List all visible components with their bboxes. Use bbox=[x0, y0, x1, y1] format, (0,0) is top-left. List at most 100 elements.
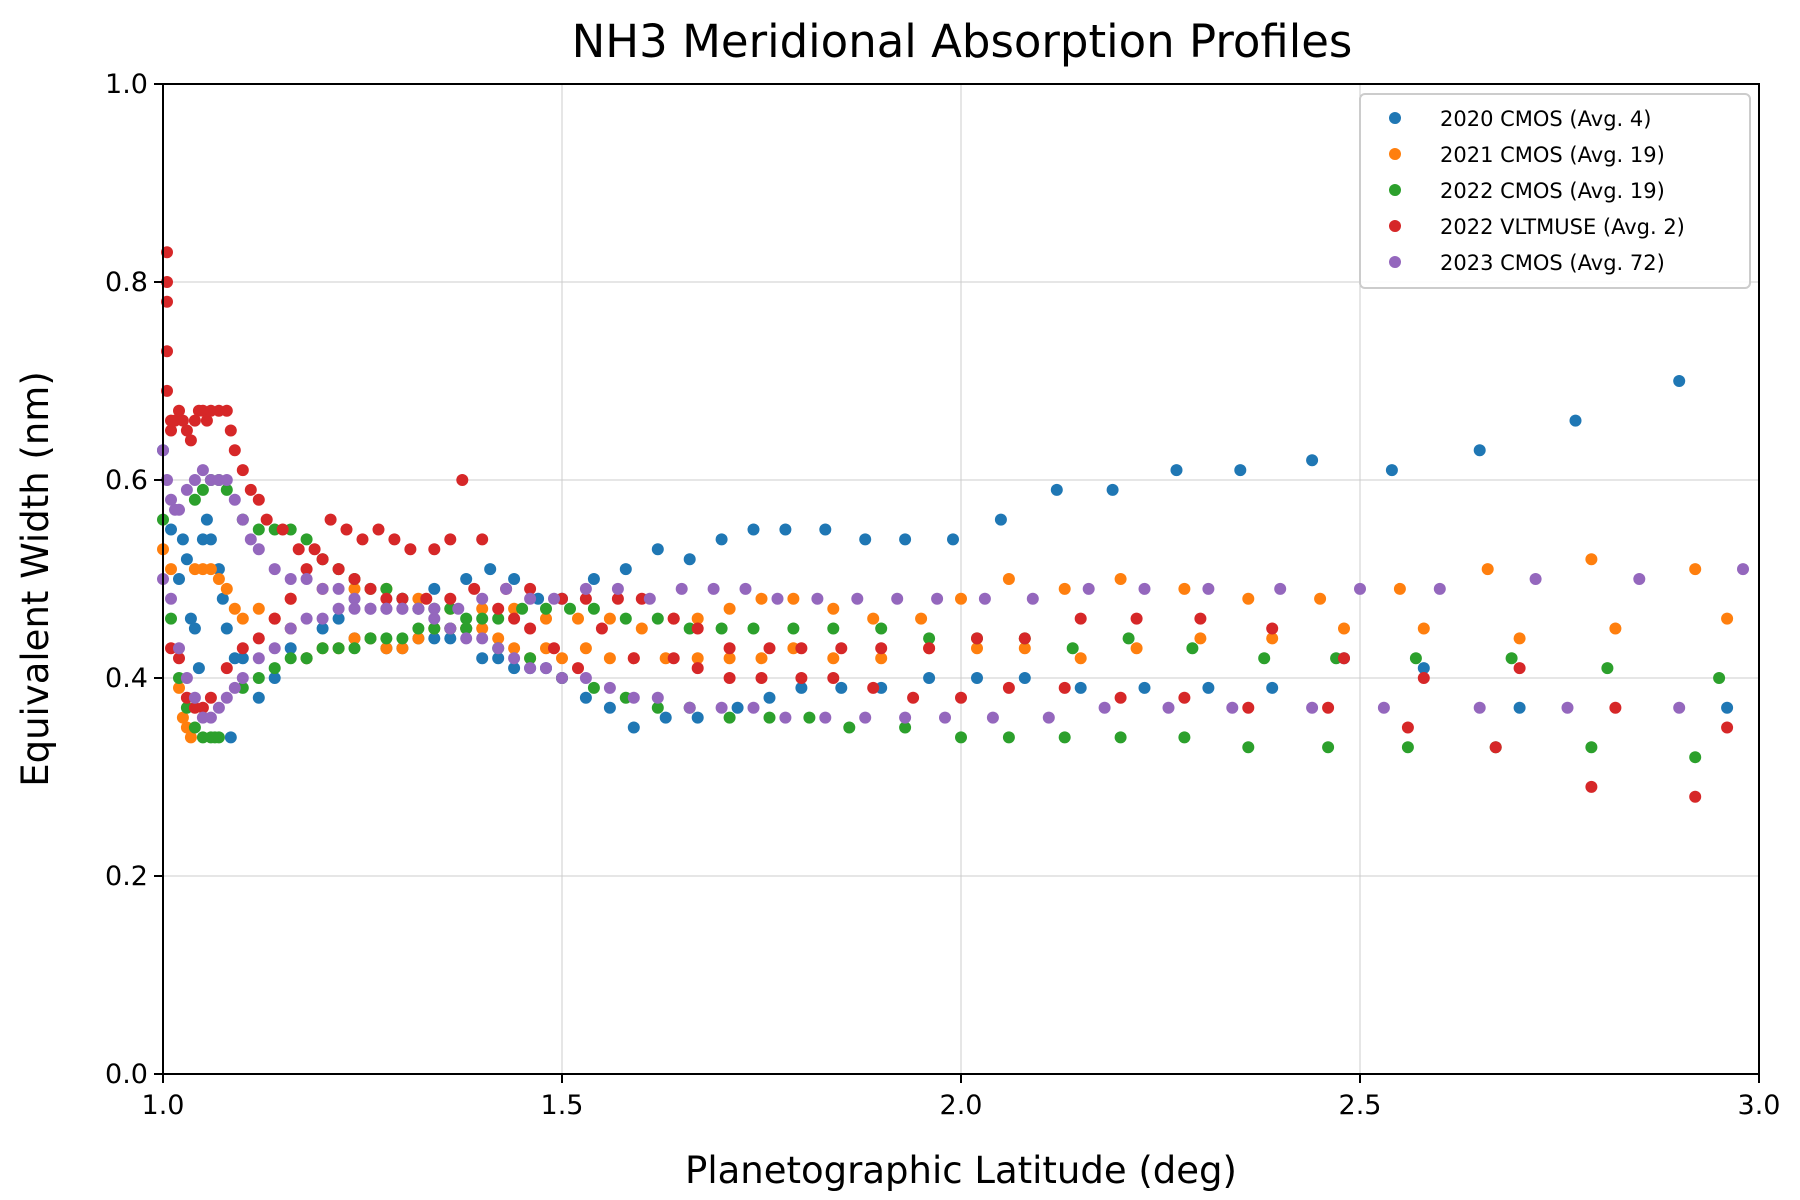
data-point bbox=[1114, 731, 1127, 744]
data-point bbox=[779, 523, 792, 536]
data-point bbox=[667, 612, 680, 625]
data-point bbox=[444, 533, 457, 546]
data-point bbox=[228, 602, 241, 615]
data-point bbox=[1018, 632, 1031, 645]
data-point bbox=[1106, 483, 1119, 496]
data-point bbox=[603, 612, 616, 625]
data-point bbox=[524, 622, 537, 635]
data-point bbox=[340, 523, 353, 536]
data-point bbox=[1178, 691, 1191, 704]
data-point bbox=[891, 592, 904, 605]
data-point bbox=[1417, 662, 1430, 675]
data-point bbox=[500, 582, 513, 595]
data-point bbox=[827, 602, 840, 615]
data-point bbox=[196, 701, 209, 714]
data-point bbox=[476, 622, 489, 635]
data-point bbox=[252, 691, 265, 704]
y-axis-ticks: 0.0 0.2 0.4 0.6 0.8 1.0 bbox=[105, 69, 163, 1090]
y-tick-label: 0.6 bbox=[105, 465, 148, 496]
data-point bbox=[173, 642, 185, 655]
data-point bbox=[540, 612, 552, 625]
data-point bbox=[476, 533, 489, 546]
data-point bbox=[1202, 681, 1215, 694]
data-point bbox=[955, 691, 967, 704]
data-point bbox=[165, 493, 177, 506]
data-point bbox=[651, 612, 664, 625]
data-point bbox=[364, 582, 377, 595]
data-point bbox=[795, 642, 808, 655]
data-point bbox=[196, 464, 209, 477]
data-point bbox=[348, 602, 361, 615]
data-point bbox=[683, 553, 696, 566]
data-point bbox=[332, 612, 345, 625]
legend-marker bbox=[1389, 112, 1401, 124]
legend-entry: 2021 CMOS (Avg. 19) bbox=[1440, 143, 1665, 167]
data-point bbox=[165, 424, 177, 437]
data-point bbox=[1194, 632, 1207, 645]
data-point bbox=[220, 404, 233, 417]
data-point bbox=[1505, 652, 1518, 665]
data-point bbox=[260, 513, 273, 526]
data-point bbox=[1242, 741, 1255, 754]
data-point bbox=[899, 721, 912, 734]
data-point bbox=[691, 711, 704, 724]
data-point bbox=[1689, 563, 1702, 576]
data-point bbox=[627, 691, 640, 704]
data-point bbox=[1721, 701, 1734, 714]
data-point bbox=[388, 533, 401, 546]
data-point bbox=[747, 701, 760, 714]
data-point bbox=[308, 543, 321, 556]
data-point bbox=[723, 672, 736, 684]
data-point bbox=[268, 642, 281, 655]
data-point bbox=[619, 563, 632, 576]
data-point bbox=[236, 513, 249, 526]
data-point bbox=[165, 563, 177, 576]
data-point bbox=[236, 464, 249, 477]
data-point bbox=[204, 563, 217, 576]
data-point bbox=[220, 582, 233, 595]
y-tick-label: 0.2 bbox=[105, 861, 148, 892]
data-point bbox=[1122, 632, 1135, 645]
data-point bbox=[1354, 582, 1366, 595]
data-point bbox=[579, 691, 592, 704]
data-point bbox=[1066, 642, 1079, 655]
data-point bbox=[1409, 652, 1422, 665]
data-point bbox=[1058, 731, 1071, 744]
data-point bbox=[1130, 612, 1143, 625]
data-point bbox=[460, 622, 473, 635]
data-point bbox=[252, 602, 265, 615]
data-point bbox=[939, 711, 951, 724]
data-point bbox=[284, 642, 297, 655]
data-point bbox=[476, 592, 489, 605]
data-point bbox=[220, 474, 233, 486]
data-point bbox=[184, 731, 197, 744]
data-point bbox=[216, 592, 229, 605]
data-point bbox=[755, 592, 768, 605]
data-point bbox=[165, 592, 177, 605]
data-point bbox=[1194, 612, 1207, 625]
data-point bbox=[1377, 701, 1390, 714]
data-point bbox=[300, 652, 313, 665]
data-point bbox=[188, 721, 201, 734]
data-point bbox=[188, 691, 201, 704]
data-point bbox=[476, 602, 489, 615]
data-point bbox=[184, 612, 197, 625]
data-point bbox=[540, 662, 552, 675]
data-point bbox=[180, 424, 193, 437]
data-point bbox=[244, 483, 257, 496]
data-point bbox=[1306, 701, 1319, 714]
data-point bbox=[1721, 612, 1734, 625]
data-point bbox=[316, 612, 329, 625]
data-point bbox=[348, 632, 361, 645]
data-point bbox=[332, 563, 345, 576]
data-point bbox=[787, 592, 800, 605]
data-point bbox=[364, 632, 377, 645]
data-point bbox=[971, 642, 983, 655]
data-point bbox=[173, 573, 185, 585]
data-point bbox=[579, 582, 592, 595]
data-point bbox=[220, 662, 233, 675]
data-point bbox=[212, 701, 225, 714]
data-point bbox=[1162, 701, 1175, 714]
data-point bbox=[1178, 731, 1191, 744]
